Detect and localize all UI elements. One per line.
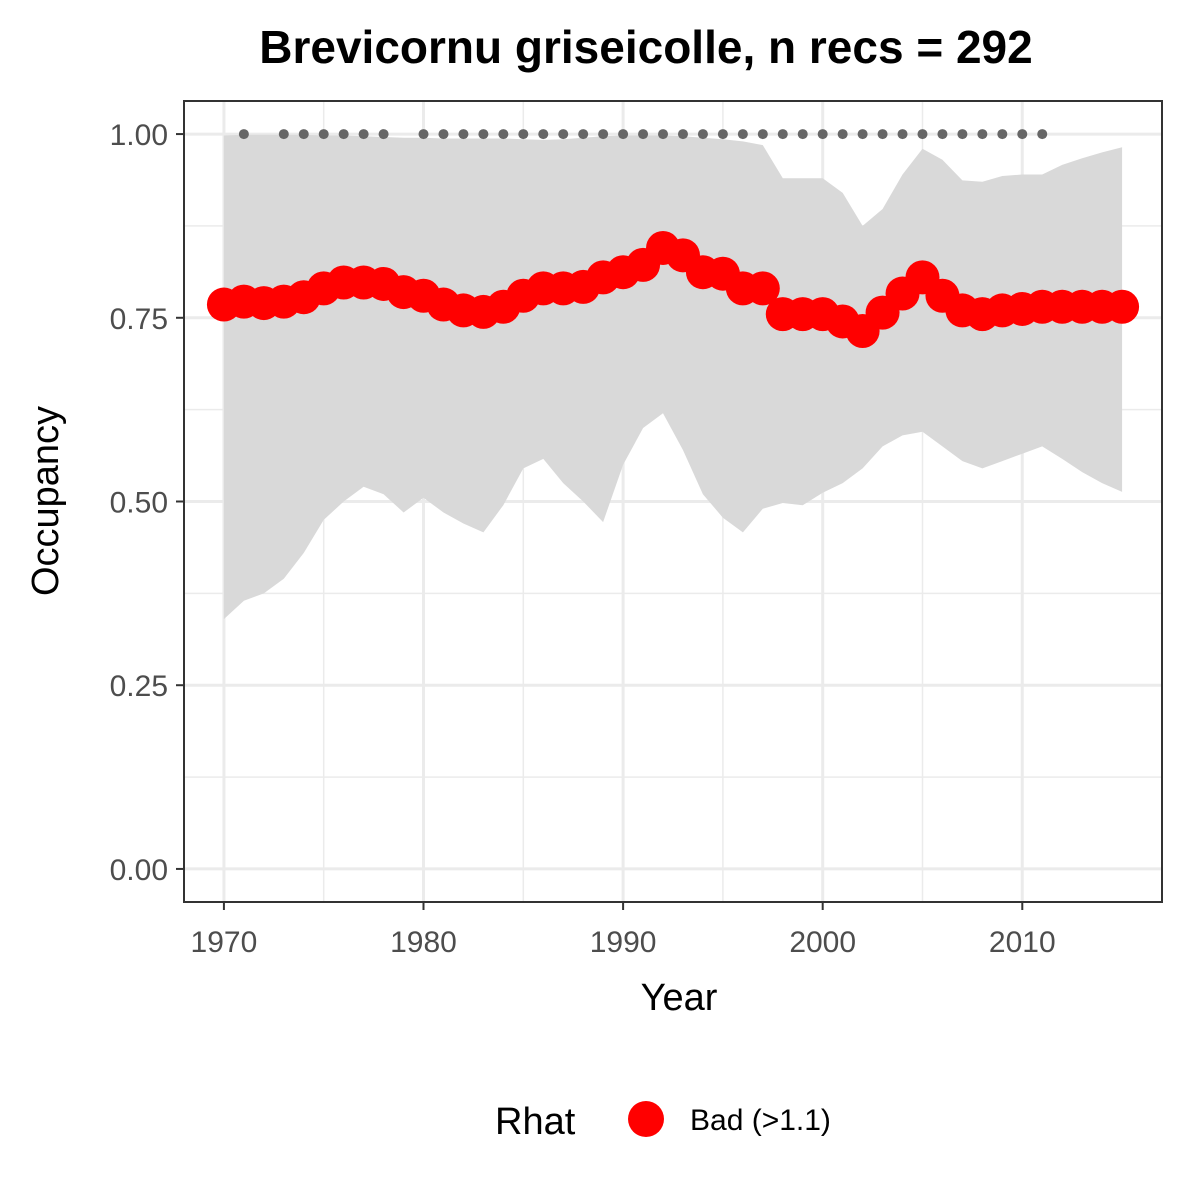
x-axis-title: Year: [641, 977, 718, 1019]
legend: Rhat Bad (>1.1): [495, 1101, 831, 1143]
detection-dot: [677, 129, 688, 140]
detection-dot: [817, 129, 828, 140]
y-tick-label: 0.00: [110, 854, 168, 887]
detection-dot: [658, 129, 669, 140]
x-tick-label: 2010: [989, 926, 1056, 959]
detection-dot: [558, 129, 569, 140]
detection-dot: [737, 129, 748, 140]
x-axis-ticks: 1970 1980 1990 2000 2010: [191, 902, 1056, 959]
detection-dot: [977, 129, 988, 140]
detection-dot: [458, 129, 469, 140]
detection-dot: [538, 129, 549, 140]
detection-dot: [618, 129, 629, 140]
detection-dot: [478, 129, 489, 140]
y-tick-label: 1.00: [110, 119, 168, 152]
detection-dot: [278, 129, 289, 140]
detection-dot: [837, 129, 848, 140]
occupancy-point: [745, 271, 780, 306]
detection-dot: [318, 129, 329, 140]
detection-dot: [937, 129, 948, 140]
detection-dot: [757, 129, 768, 140]
detection-dot: [578, 129, 589, 140]
detection-dot: [338, 129, 349, 140]
x-tick-label: 2000: [789, 926, 856, 959]
x-tick-label: 1970: [191, 926, 258, 959]
detection-dots: [238, 129, 1048, 140]
detection-dot: [638, 129, 649, 140]
detection-dot: [997, 129, 1008, 140]
detection-dot: [518, 129, 529, 140]
detection-dot: [418, 129, 429, 140]
detection-dot: [797, 129, 808, 140]
detection-dot: [777, 129, 788, 140]
y-tick-label: 0.50: [110, 487, 168, 520]
chart-title: Brevicornu griseicolle, n recs = 292: [259, 21, 1032, 73]
detection-dot: [897, 129, 908, 140]
x-tick-label: 1990: [590, 926, 657, 959]
y-axis-title: Occupancy: [25, 406, 67, 596]
detection-dot: [438, 129, 449, 140]
occupancy-points: [206, 230, 1140, 349]
confidence-band: [223, 134, 1123, 620]
detection-dot: [598, 129, 609, 140]
detection-dot: [1037, 129, 1048, 140]
detection-dot: [697, 129, 708, 140]
detection-dot: [877, 129, 888, 140]
detection-dot: [717, 129, 728, 140]
legend-title: Rhat: [495, 1101, 576, 1143]
y-tick-label: 0.25: [110, 670, 168, 703]
detection-dot: [498, 129, 509, 140]
detection-dot: [917, 129, 928, 140]
detection-dot: [298, 129, 309, 140]
legend-key-bad: [628, 1101, 664, 1137]
detection-dot: [378, 129, 389, 140]
legend-label-bad: Bad (>1.1): [690, 1104, 831, 1137]
detection-dot: [857, 129, 868, 140]
y-tick-label: 0.75: [110, 303, 168, 336]
x-tick-label: 1980: [390, 926, 457, 959]
detection-dot: [358, 129, 369, 140]
y-axis-ticks: 0.00 0.25 0.50 0.75 1.00: [110, 119, 184, 887]
occupancy-point: [1105, 289, 1140, 324]
detection-dot: [1017, 129, 1028, 140]
detection-dot: [957, 129, 968, 140]
detection-dot: [238, 129, 249, 140]
